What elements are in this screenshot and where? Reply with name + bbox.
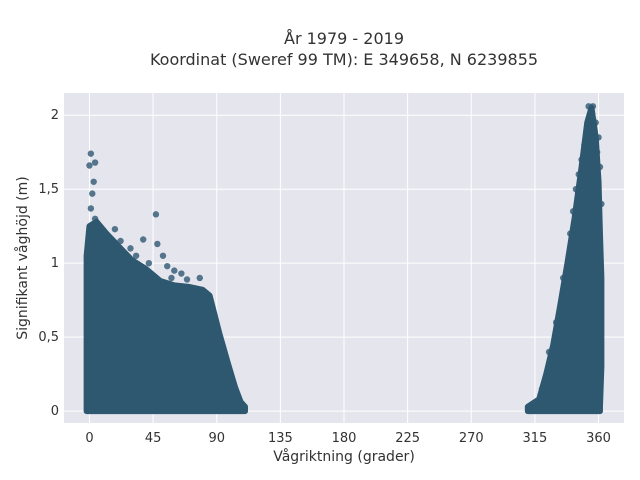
y-tick-label: 2 <box>51 108 59 123</box>
data-point <box>91 215 99 222</box>
x-tick-label: 360 <box>586 431 611 446</box>
data-point <box>132 252 140 259</box>
data-point <box>89 190 96 197</box>
data-point <box>100 230 107 237</box>
data-point <box>183 276 191 283</box>
data-point <box>171 267 178 274</box>
data-point <box>154 240 161 248</box>
data-point <box>164 262 171 270</box>
x-tick-label: 315 <box>522 431 547 446</box>
x-axis-label: Vågriktning (grader) <box>273 448 415 465</box>
data-point <box>159 252 167 259</box>
data-point <box>552 319 560 326</box>
chart-title: År 1979 - 2019 <box>284 29 404 48</box>
data-point <box>152 211 160 218</box>
data-point <box>87 205 95 212</box>
point-cloud-north-west <box>524 104 605 415</box>
x-tick-label: 0 <box>85 431 93 446</box>
data-density-fills <box>83 104 605 415</box>
x-tick-label: 135 <box>268 431 293 446</box>
data-point <box>592 119 599 126</box>
data-point <box>238 400 246 407</box>
point-cloud-north-east <box>83 218 249 415</box>
data-point <box>575 171 582 178</box>
data-point <box>572 185 580 193</box>
data-point <box>589 103 597 110</box>
x-tick-label: 90 <box>208 431 225 446</box>
data-point <box>127 245 134 252</box>
data-point <box>196 274 203 282</box>
x-tick-label: 225 <box>395 431 420 446</box>
data-point <box>559 274 567 282</box>
x-tick-label: 45 <box>145 431 162 446</box>
data-point <box>538 385 546 393</box>
data-point <box>569 208 577 215</box>
data-point <box>168 274 175 282</box>
y-tick-label: 0 <box>51 404 59 419</box>
data-point <box>139 236 147 243</box>
data-point <box>117 237 124 245</box>
data-point <box>567 230 574 237</box>
data-point <box>111 225 119 233</box>
x-tick-label: 270 <box>459 431 484 446</box>
y-axis-label: Signifikant våghöjd (m) <box>14 176 31 339</box>
data-point <box>86 162 93 169</box>
data-point <box>91 159 99 166</box>
data-point <box>596 163 604 171</box>
y-tick-label: 1 <box>51 256 59 271</box>
x-tick-label: 180 <box>332 431 357 446</box>
data-point <box>581 141 588 148</box>
data-points <box>86 103 605 407</box>
x-axis-ticks: 0 45 90 135 180 225 270 315 360 <box>85 431 611 446</box>
data-point <box>578 156 585 163</box>
data-point <box>145 259 153 267</box>
data-point <box>90 178 97 185</box>
data-point <box>545 348 553 356</box>
data-point <box>595 134 602 141</box>
chart-subtitle: Koordinat (Sweref 99 TM): E 349658, N 62… <box>149 50 539 69</box>
data-point <box>593 148 601 156</box>
y-axis-ticks: 0 0,5 1 1,5 2 <box>38 108 59 419</box>
y-tick-label: 1,5 <box>38 182 59 197</box>
data-point <box>106 237 113 245</box>
data-point <box>598 200 605 208</box>
y-tick-label: 0,5 <box>38 330 59 345</box>
data-point <box>588 126 595 134</box>
data-point <box>178 270 185 277</box>
data-point <box>87 150 95 157</box>
